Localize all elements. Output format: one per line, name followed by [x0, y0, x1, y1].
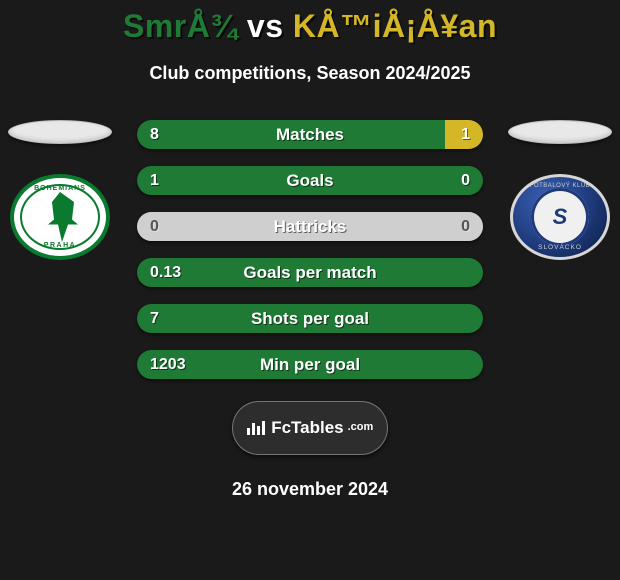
stat-value-right: 0: [461, 166, 470, 195]
stat-value-left: 1203: [150, 350, 186, 379]
bar-left-fill: [137, 304, 483, 333]
stat-row-goals: Goals10: [137, 166, 483, 195]
bar-left-fill: [137, 120, 445, 149]
player-a: SmrÅ¾: [123, 8, 238, 44]
badge-right-bottom: SLOVÁCKO: [538, 244, 582, 251]
stat-row-shots-per-goal: Shots per goal7: [137, 304, 483, 333]
subtitle: Club competitions, Season 2024/2025: [0, 63, 620, 84]
bar-left-fill: [137, 166, 483, 195]
stat-value-right: 1: [461, 120, 470, 149]
player-silhouette-left: [8, 120, 112, 144]
bar-left-fill: [137, 258, 483, 287]
comparison-panel: BOHEMIANS PRAHA FOTBALOVÝ KLUB S SLOVÁCK…: [0, 120, 620, 379]
right-column: FOTBALOVÝ KLUB S SLOVÁCKO: [500, 120, 620, 260]
page-title: SmrÅ¾ vs KÅ™iÅ¡Å¥an: [0, 0, 620, 45]
date: 26 november 2024: [0, 479, 620, 500]
bar-left-fill: [137, 350, 483, 379]
stat-value-left: 8: [150, 120, 159, 149]
brand-badge[interactable]: FcTables .com: [232, 401, 388, 455]
stat-row-min-per-goal: Min per goal1203: [137, 350, 483, 379]
badge-left-bottom: PRAHA: [44, 242, 76, 249]
player-silhouette-right: [508, 120, 612, 144]
brand-logo: FcTables .com: [247, 418, 374, 438]
club-badge-left: BOHEMIANS PRAHA: [10, 174, 110, 260]
stat-row-goals-per-match: Goals per match0.13: [137, 258, 483, 287]
stat-row-matches: Matches81: [137, 120, 483, 149]
stat-value-left: 1: [150, 166, 159, 195]
stat-value-left: 0: [150, 212, 159, 241]
stat-value-left: 7: [150, 304, 159, 333]
club-badge-right: FOTBALOVÝ KLUB S SLOVÁCKO: [510, 174, 610, 260]
bars-icon: [247, 421, 266, 435]
badge-left-top: BOHEMIANS: [34, 185, 86, 192]
stat-bars: Matches81Goals10Hattricks00Goals per mat…: [137, 120, 483, 379]
left-column: BOHEMIANS PRAHA: [0, 120, 120, 260]
stat-value-right: 0: [461, 212, 470, 241]
badge-right-center: S: [531, 188, 589, 246]
bar-left-fill: [137, 212, 483, 241]
stat-value-left: 0.13: [150, 258, 181, 287]
player-b: KÅ™iÅ¡Å¥an: [293, 8, 497, 44]
vs-text: vs: [247, 8, 284, 44]
stat-row-hattricks: Hattricks00: [137, 212, 483, 241]
brand-suffix: .com: [348, 421, 374, 433]
brand-name: FcTables: [271, 418, 343, 438]
